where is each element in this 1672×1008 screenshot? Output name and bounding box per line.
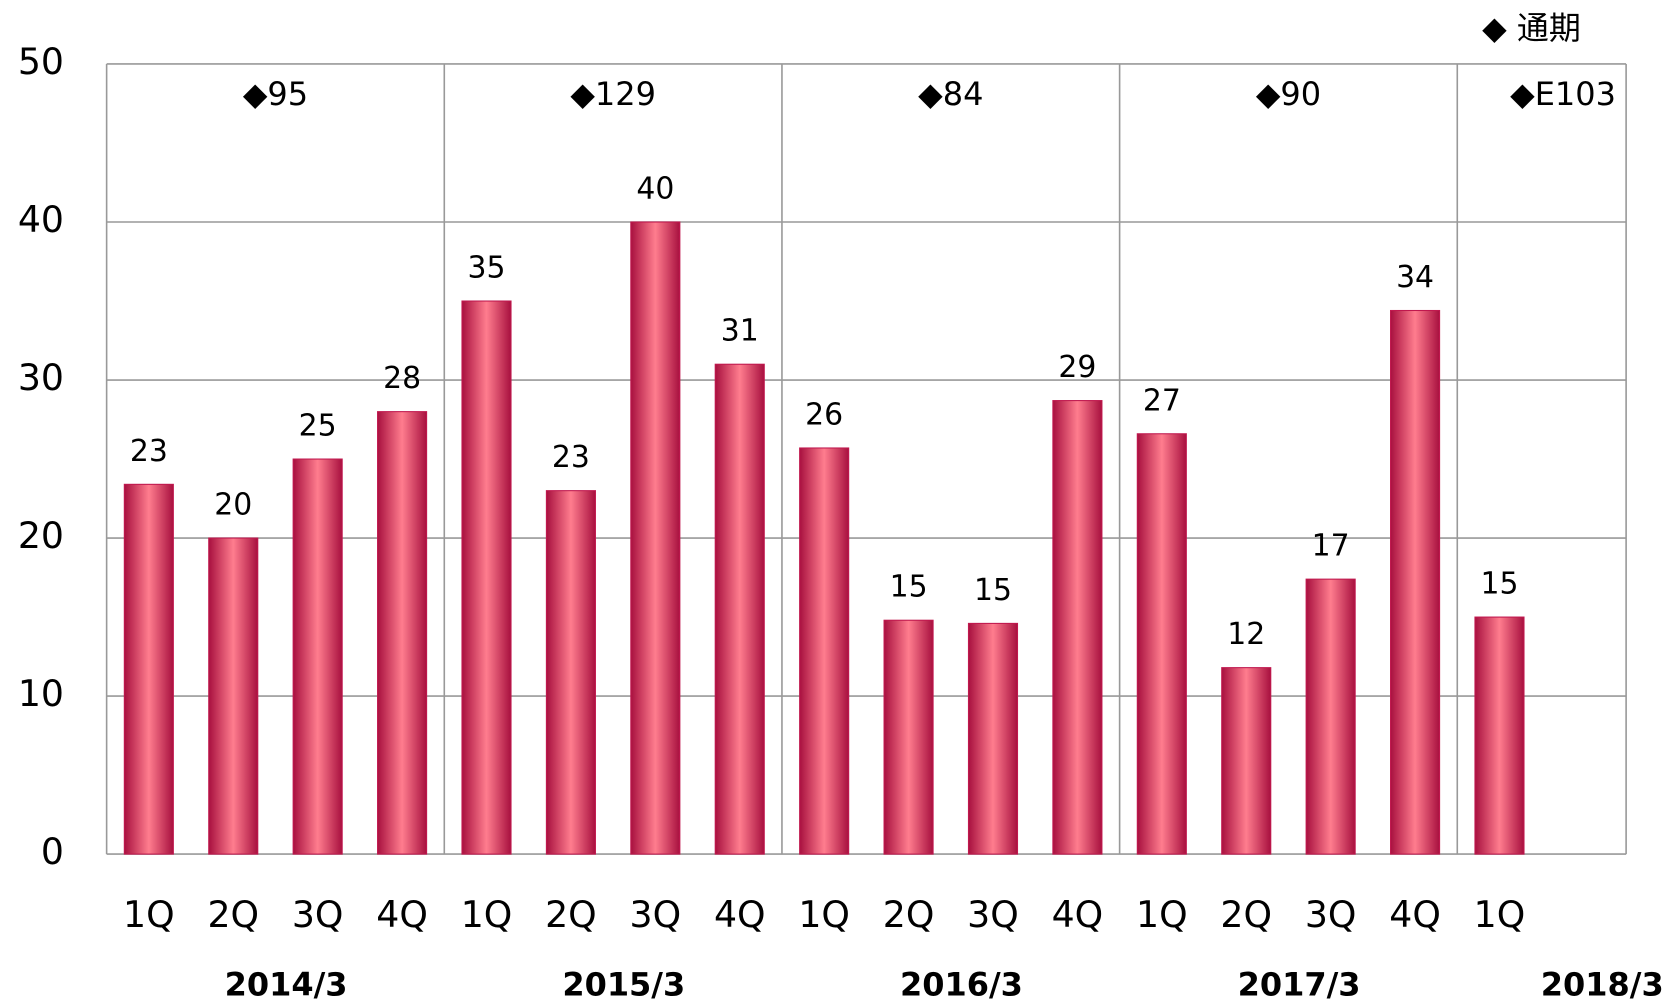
data-label: 15 [974,573,1012,608]
bar [883,619,934,855]
group-label: 2016/3 [900,965,1023,1003]
x-tick-label: 1Q [461,893,513,936]
group-label: 2018/3 [1541,965,1664,1003]
data-label: 34 [1396,260,1434,295]
x-tick-label: 1Q [123,893,175,936]
bar [1052,400,1103,855]
x-tick-label: 3Q [967,893,1019,936]
annual-total: ◆129 [570,75,656,113]
data-label: 31 [721,314,759,349]
x-tick-label: 2Q [545,893,597,936]
x-tick-label: 1Q [798,893,850,936]
x-tick-label: 1Q [1136,893,1188,936]
bar [714,363,765,855]
bar [292,458,343,855]
y-tick-label: 50 [18,40,64,83]
annual-total: ◆E103 [1510,75,1616,113]
data-label: 15 [890,570,928,605]
x-tick-label: 4Q [1052,893,1104,936]
x-tick-label: 4Q [1389,893,1441,936]
x-tick-label: 1Q [1474,893,1526,936]
bar [545,490,596,855]
bar [1136,433,1187,855]
x-tick-label: 3Q [1305,893,1357,936]
x-tick-label: 2Q [1220,893,1272,936]
data-label: 26 [805,397,843,432]
bar [377,411,428,855]
group-label: 2015/3 [562,965,685,1003]
y-tick-label: 20 [18,514,64,557]
x-tick-label: 3Q [630,893,682,936]
data-label: 12 [1227,617,1265,652]
bar [208,537,259,855]
bar [799,447,850,855]
data-label: 29 [1058,350,1096,385]
group-label: 2014/3 [225,965,348,1003]
data-label: 25 [299,409,337,444]
annual-total: ◆95 [243,75,308,113]
data-label: 40 [636,172,674,207]
x-tick-label: 4Q [714,893,766,936]
bar [1221,667,1272,855]
y-tick-label: 10 [18,672,64,715]
data-label: 23 [552,440,590,475]
bar [967,622,1019,855]
bar [1390,309,1441,855]
x-tick-label: 2Q [883,893,935,936]
group-label: 2017/3 [1238,965,1361,1003]
data-label: 35 [468,251,506,286]
data-label: 28 [383,361,421,396]
bar [123,483,174,855]
data-label: 15 [1480,567,1518,602]
data-label: 23 [130,434,168,469]
annual-total: ◆90 [1256,75,1321,113]
data-label: 17 [1312,529,1350,564]
y-tick-label: 0 [41,830,64,873]
x-tick-label: 2Q [207,893,259,936]
bar [1474,616,1525,855]
annual-total: ◆84 [918,75,983,113]
bar [630,221,681,855]
y-tick-label: 40 [18,198,64,241]
legend: ◆ 通期 [1482,9,1581,47]
bar [461,300,512,855]
plot-root: ◆ 通期 0 10 20 30 40 50 ◆95 2014/3 ◆129 2015/3 ◆84 20… [18,9,1664,1003]
data-label: 20 [214,488,252,523]
x-tick-label: 4Q [376,893,428,936]
y-tick-label: 30 [18,356,64,399]
data-label: 27 [1143,383,1181,418]
bar [1305,578,1356,855]
x-tick-label: 3Q [292,893,344,936]
